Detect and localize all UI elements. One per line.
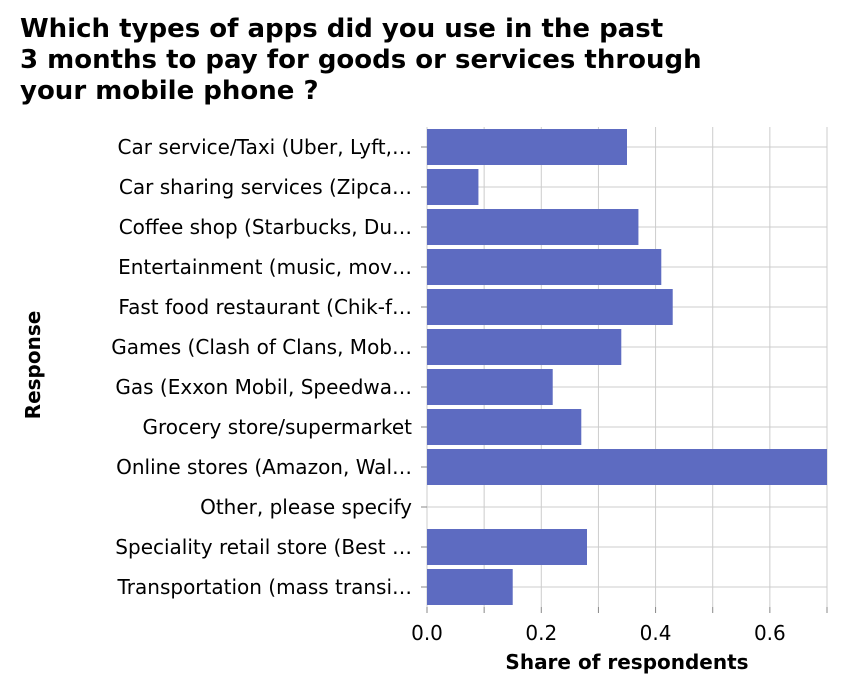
bar [427, 529, 587, 565]
bar [427, 329, 622, 365]
bar [427, 369, 553, 405]
x-axis-title: Share of respondents [505, 650, 748, 674]
y-axis-title: Response [21, 311, 45, 420]
y-tick-label: Entertainment (music, mov… [118, 255, 412, 279]
y-tick-label: Car service/Taxi (Uber, Lyft,… [117, 135, 412, 159]
bar [427, 209, 639, 245]
y-tick-label: Fast food restaurant (Chik-f… [118, 295, 412, 319]
y-tick-label: Games (Clash of Clans, Mob… [111, 335, 412, 359]
bar [427, 409, 582, 445]
y-tick-label: Other, please specify [200, 495, 412, 519]
x-tick-label: 0.0 [411, 621, 443, 645]
y-tick-label: Online stores (Amazon, Wal… [116, 455, 412, 479]
chart-title-line-3: your mobile phone ? [20, 76, 319, 106]
chart-title-line-1: Which types of apps did you use in the p… [20, 14, 664, 44]
bar [427, 569, 513, 605]
bar [427, 249, 662, 285]
bar [427, 169, 479, 205]
bar [427, 129, 627, 165]
bar [427, 289, 673, 325]
x-tick-label: 0.4 [640, 621, 672, 645]
y-tick-label: Transportation (mass transi… [117, 575, 412, 599]
y-tick-label: Grocery store/supermarket [142, 415, 412, 439]
y-tick-label: Speciality retail store (Best … [115, 535, 412, 559]
x-tick-label: 0.6 [754, 621, 786, 645]
x-tick-labels: 0.0 0.2 0.4 0.6 [411, 621, 786, 645]
chart-title: Which types of apps did you use in the p… [20, 14, 820, 107]
bar [427, 449, 827, 485]
y-tick-label: Coffee shop (Starbucks, Du… [119, 215, 412, 239]
chart-title-line-2: 3 months to pay for goods or services th… [20, 45, 702, 75]
y-tick-labels: Car service/Taxi (Uber, Lyft,… Car sharin… [111, 135, 412, 599]
bars [427, 129, 827, 605]
y-tick-label: Gas (Exxon Mobil, Speedwa… [115, 375, 412, 399]
y-tick-label: Car sharing services (Zipca… [119, 175, 412, 199]
x-tick-label: 0.2 [525, 621, 557, 645]
